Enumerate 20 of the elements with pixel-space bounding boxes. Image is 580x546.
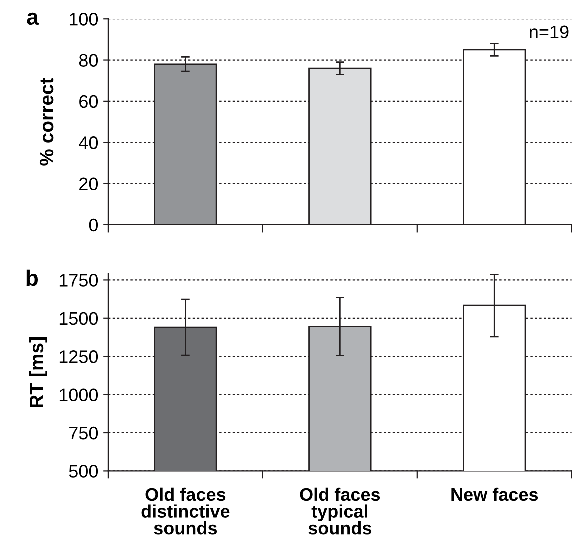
y-tick-label: 500 <box>69 465 98 478</box>
y-tick-label: 1250 <box>60 350 98 364</box>
y-tick-label: 100 <box>70 13 98 26</box>
annotation: n=19 <box>530 26 569 39</box>
x-tick-label: Old faces typical sounds <box>300 488 380 535</box>
text: b <box>26 270 38 286</box>
text: a <box>27 12 40 26</box>
y-tick-label: 750 <box>70 426 98 440</box>
y-tick-label: 80 <box>79 54 98 67</box>
y-tick-label: 1500 <box>60 312 98 326</box>
y-tick-label: 20 <box>80 178 98 191</box>
y-axis-title: RT [ms] <box>29 338 48 408</box>
y-tick-label: 60 <box>80 95 98 108</box>
y-axis-title: % correct <box>40 78 54 166</box>
x-tick-label: New faces <box>452 488 538 502</box>
y-tick-label: 1000 <box>60 388 98 402</box>
x-tick-label: Old faces distinctive sounds <box>142 488 230 535</box>
y-tick-label: 1750 <box>60 274 98 287</box>
y-tick-label: 0 <box>89 218 98 232</box>
y-tick-label: 40 <box>79 136 98 150</box>
